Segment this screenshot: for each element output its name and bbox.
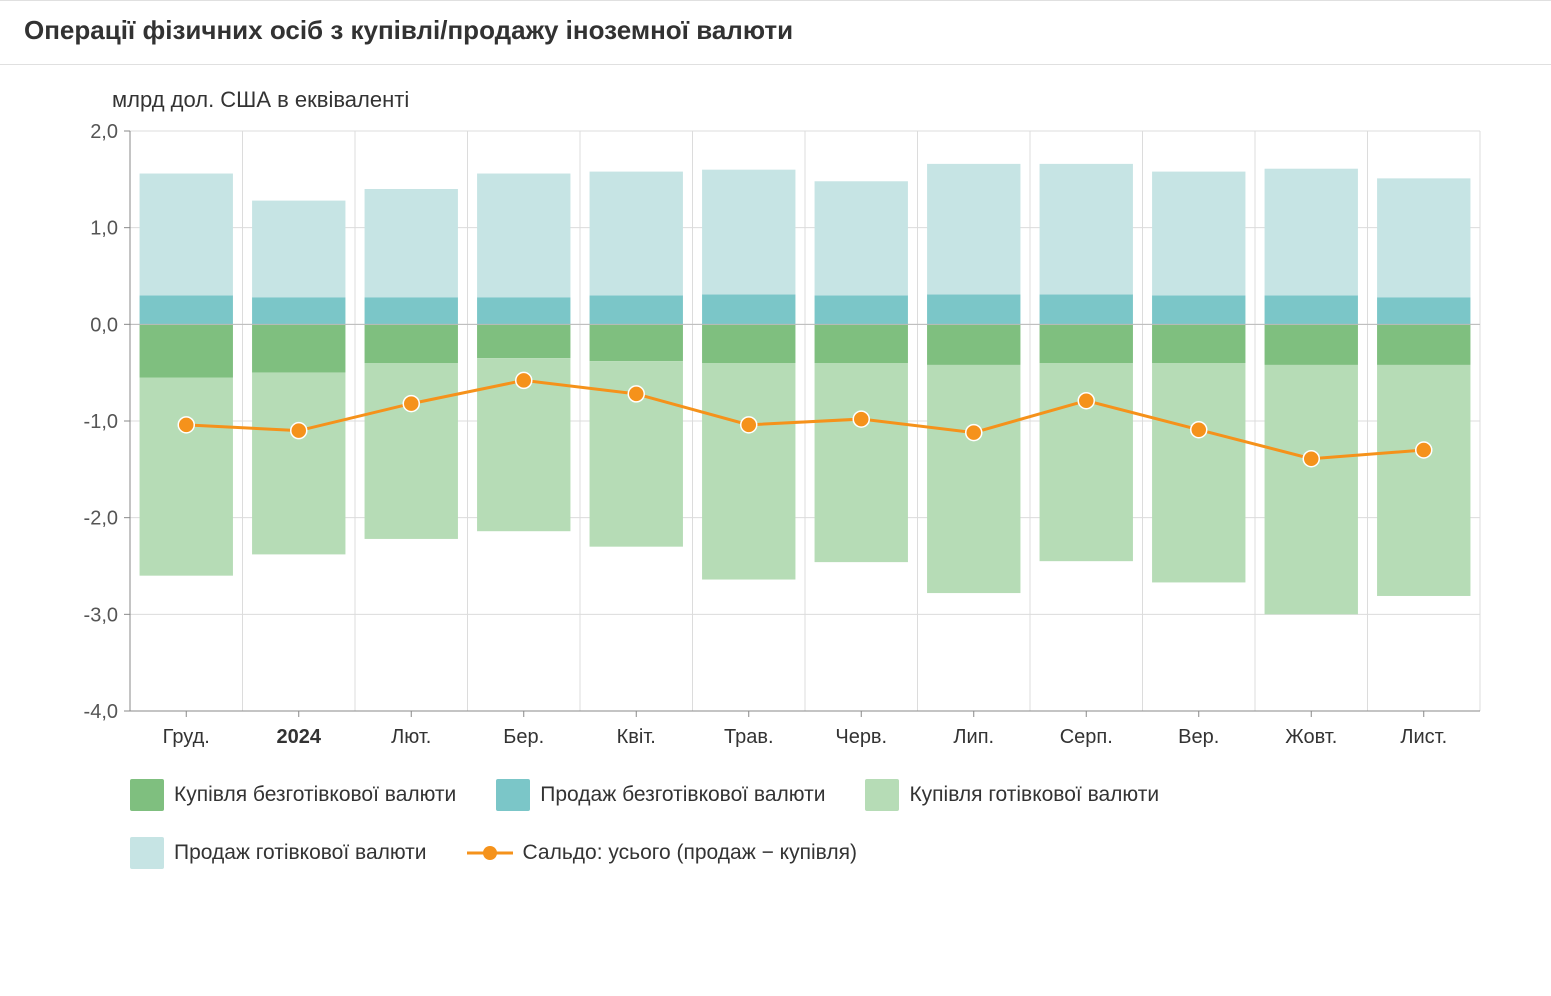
xtick-label: Вер.	[1178, 726, 1219, 748]
legend-swatch	[496, 779, 530, 811]
saldo-marker	[1191, 422, 1207, 438]
bar-pos_cash_sale	[252, 201, 345, 298]
legend-item-saldo[interactable]: Сальдо: усього (продаж − купівля)	[467, 841, 857, 865]
bar-neg_cashless_buy	[1040, 324, 1133, 363]
legend-item-pos_cashless_sale[interactable]: Продаж безготівкової валюти	[496, 779, 825, 811]
xtick-label: Лип.	[953, 726, 994, 748]
bar-neg_cashless_buy	[815, 324, 908, 363]
bar-pos_cashless_sale	[1377, 297, 1470, 324]
saldo-marker	[853, 411, 869, 427]
chart-container: Операції фізичних осіб з купівлі/продажу…	[0, 0, 1551, 996]
ytick-label: 1,0	[90, 218, 118, 240]
bar-pos_cash_sale	[1265, 169, 1358, 296]
saldo-marker	[628, 386, 644, 402]
bar-pos_cash_sale	[1152, 172, 1245, 296]
bar-pos_cash_sale	[140, 174, 233, 296]
bar-neg_cash_buy	[252, 373, 345, 555]
legend-line-icon	[467, 843, 513, 863]
bar-neg_cash_buy	[1377, 365, 1470, 596]
bar-pos_cashless_sale	[1152, 295, 1245, 324]
saldo-marker	[966, 425, 982, 441]
legend-item-neg_cashless_buy[interactable]: Купівля безготівкової валюти	[130, 779, 456, 811]
chart-plot-area: 2,0 1,0 0,0 -1,0 -2,0 -3,0 -4,0 Груд. 2024 Лют. Бе…	[60, 121, 1491, 761]
saldo-marker	[403, 396, 419, 412]
saldo-marker	[741, 417, 757, 433]
chart-title: Операції фізичних осіб з купівлі/продажу…	[0, 0, 1551, 65]
xtick-label: Груд.	[163, 726, 210, 748]
bar-neg_cashless_buy	[590, 324, 683, 361]
bar-pos_cashless_sale	[590, 295, 683, 324]
legend-label: Продаж готівкової валюти	[174, 841, 427, 865]
bar-pos_cash_sale	[477, 174, 570, 298]
ytick-label: -1,0	[84, 411, 118, 433]
legend-label: Сальдо: усього (продаж − купівля)	[523, 841, 857, 865]
bar-pos_cashless_sale	[1265, 295, 1358, 324]
xtick-label: 2024	[277, 726, 322, 748]
xtick-label: Черв.	[835, 726, 887, 748]
bar-neg_cash_buy	[140, 378, 233, 576]
saldo-marker	[178, 417, 194, 433]
bar-pos_cash_sale	[815, 181, 908, 295]
bar-pos_cashless_sale	[815, 295, 908, 324]
bar-neg_cash_buy	[1265, 365, 1358, 614]
y-axis-title: млрд дол. США в еквіваленті	[0, 65, 1551, 121]
saldo-marker	[1416, 442, 1432, 458]
bar-neg_cashless_buy	[252, 324, 345, 372]
ytick-label: 0,0	[90, 314, 118, 336]
bar-neg_cash_buy	[815, 363, 908, 562]
saldo-marker	[291, 423, 307, 439]
bar-pos_cashless_sale	[140, 295, 233, 324]
bar-neg_cashless_buy	[1265, 324, 1358, 365]
legend-item-pos_cash_sale[interactable]: Продаж готівкової валюти	[130, 837, 427, 869]
xtick-label: Серп.	[1060, 726, 1113, 748]
saldo-marker	[1303, 451, 1319, 467]
ytick-label: -4,0	[84, 701, 118, 723]
xtick-label: Лют.	[391, 726, 431, 748]
legend-swatch	[130, 779, 164, 811]
ytick-label: 2,0	[90, 121, 118, 143]
xtick-label: Квіт.	[617, 726, 656, 748]
bar-neg_cashless_buy	[1152, 324, 1245, 363]
bar-neg_cashless_buy	[477, 324, 570, 358]
ytick-label: -2,0	[84, 508, 118, 530]
bar-pos_cashless_sale	[365, 297, 458, 324]
bar-pos_cashless_sale	[702, 294, 795, 324]
xtick-label: Трав.	[724, 726, 774, 748]
legend-item-neg_cash_buy[interactable]: Купівля готівкової валюти	[865, 779, 1159, 811]
bar-neg_cashless_buy	[927, 324, 1020, 365]
bar-neg_cashless_buy	[702, 324, 795, 363]
saldo-marker	[1078, 393, 1094, 409]
xtick-label: Лист.	[1400, 726, 1447, 748]
legend-label: Продаж безготівкової валюти	[540, 783, 825, 807]
bar-pos_cash_sale	[365, 189, 458, 297]
bar-neg_cash_buy	[927, 365, 1020, 593]
bar-neg_cashless_buy	[1377, 324, 1470, 365]
bar-pos_cash_sale	[702, 170, 795, 295]
bar-pos_cash_sale	[927, 164, 1020, 295]
bar-neg_cash_buy	[1152, 363, 1245, 582]
bar-pos_cash_sale	[590, 172, 683, 296]
saldo-marker	[516, 372, 532, 388]
bar-pos_cash_sale	[1377, 178, 1470, 297]
bar-neg_cashless_buy	[365, 324, 458, 363]
bar-neg_cash_buy	[702, 363, 795, 580]
legend-swatch	[130, 837, 164, 869]
xtick-label: Бер.	[503, 726, 544, 748]
legend-label: Купівля готівкової валюти	[909, 783, 1159, 807]
legend-label: Купівля безготівкової валюти	[174, 783, 456, 807]
bar-pos_cash_sale	[1040, 164, 1133, 295]
xtick-label: Жовт.	[1285, 726, 1337, 748]
bar-neg_cashless_buy	[140, 324, 233, 377]
legend: Купівля безготівкової валюти Продаж безго…	[0, 761, 1430, 879]
bar-pos_cashless_sale	[477, 297, 570, 324]
chart-svg: 2,0 1,0 0,0 -1,0 -2,0 -3,0 -4,0 Груд. 2024 Лют. Бе…	[60, 121, 1490, 761]
ytick-label: -3,0	[84, 604, 118, 626]
bar-pos_cashless_sale	[252, 297, 345, 324]
bar-pos_cashless_sale	[1040, 294, 1133, 324]
bar-neg_cash_buy	[365, 363, 458, 539]
legend-swatch	[865, 779, 899, 811]
bar-pos_cashless_sale	[927, 294, 1020, 324]
